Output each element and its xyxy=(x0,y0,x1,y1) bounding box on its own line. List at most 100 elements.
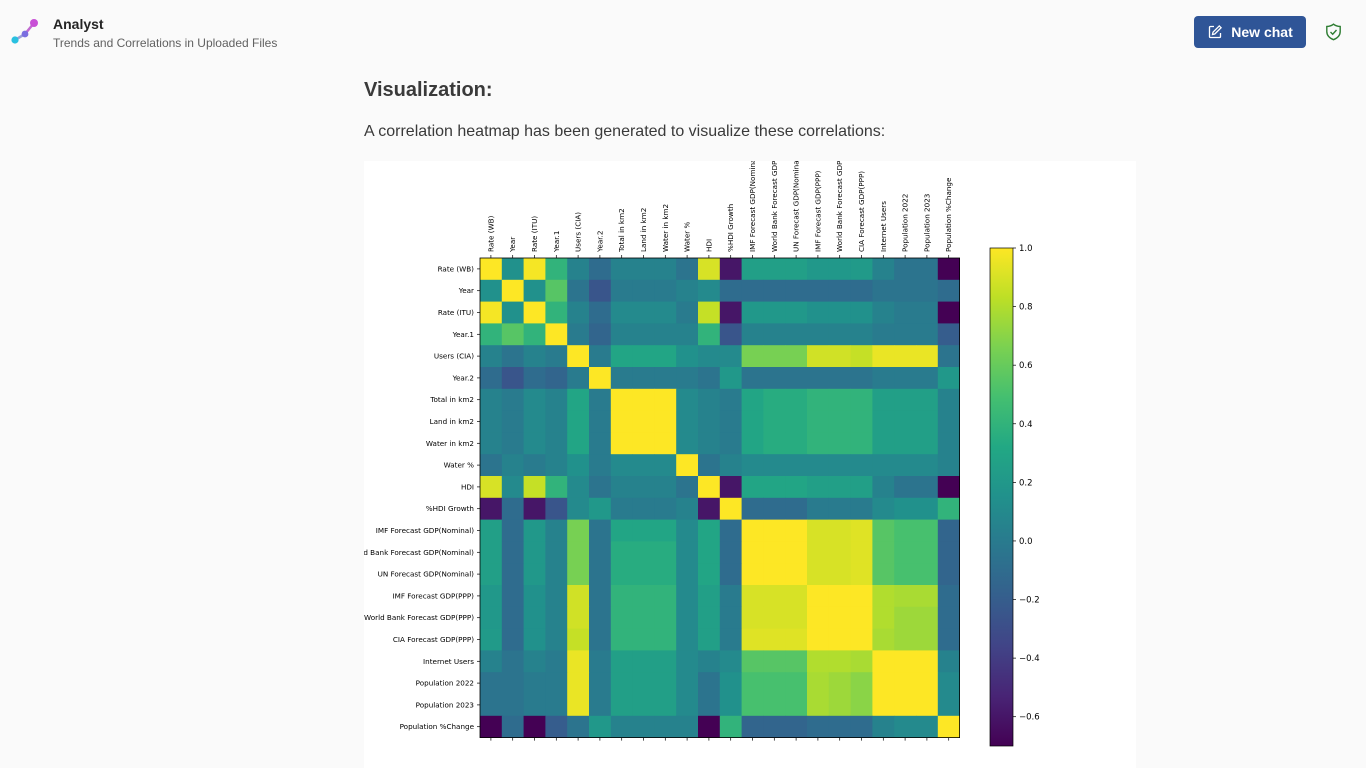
heatmap-cell xyxy=(567,650,590,673)
colorbar-tick-label: 0.4 xyxy=(1019,420,1033,430)
heatmap-cell xyxy=(698,563,721,586)
heatmap-cell xyxy=(523,279,546,302)
heatmap-cell xyxy=(698,367,721,390)
heatmap-cell xyxy=(698,258,721,281)
heatmap-cell xyxy=(807,279,830,302)
heatmap-cell xyxy=(807,454,830,477)
x-tick-label: Rate (WB) xyxy=(486,215,495,252)
heatmap-cell xyxy=(480,672,503,695)
heatmap-cell xyxy=(785,628,808,651)
heatmap-cell xyxy=(785,432,808,455)
heatmap-cell xyxy=(545,432,568,455)
heatmap-cell xyxy=(894,454,917,477)
colorbar-tick-label: 0.8 xyxy=(1019,303,1033,313)
heatmap-cell xyxy=(807,541,830,564)
heatmap-cell xyxy=(785,694,808,717)
heatmap-cell xyxy=(741,476,764,499)
heatmap-cell xyxy=(894,672,917,695)
heatmap-cell xyxy=(545,715,568,738)
heatmap-cell xyxy=(741,541,764,564)
heatmap-cell xyxy=(763,672,786,695)
heatmap-cell xyxy=(916,301,939,324)
heatmap-cell xyxy=(589,606,612,629)
new-chat-button[interactable]: New chat xyxy=(1194,16,1306,48)
heatmap-cell xyxy=(785,410,808,433)
heatmap-cell xyxy=(763,301,786,324)
heatmap-cell xyxy=(545,694,568,717)
heatmap-cell xyxy=(610,628,633,651)
heatmap-cell xyxy=(589,301,612,324)
heatmap-cell xyxy=(785,650,808,673)
heatmap-cell xyxy=(872,715,895,738)
heatmap-cell xyxy=(632,628,655,651)
heatmap-cell xyxy=(501,323,524,346)
heatmap-cell xyxy=(523,323,546,346)
heatmap-cell xyxy=(501,454,524,477)
heatmap-cell xyxy=(632,541,655,564)
heatmap-cell xyxy=(719,476,742,499)
heatmap-cell xyxy=(698,606,721,629)
heatmap-cell xyxy=(763,432,786,455)
heatmap-cell xyxy=(828,585,851,608)
heatmap-cell xyxy=(632,585,655,608)
heatmap-cell xyxy=(763,454,786,477)
heatmap-cell xyxy=(545,410,568,433)
heatmap-cell xyxy=(480,563,503,586)
heatmap-cell xyxy=(785,585,808,608)
heatmap-cell xyxy=(850,301,873,324)
heatmap-cell xyxy=(763,279,786,302)
y-tick-label: Rate (ITU) xyxy=(438,308,474,317)
heatmap-cell xyxy=(719,628,742,651)
x-tick-label: Rate (ITU) xyxy=(530,216,539,252)
heatmap-cell xyxy=(567,432,590,455)
y-tick-label: Rate (WB) xyxy=(438,264,475,273)
heatmap-cell xyxy=(632,650,655,673)
heatmap-cell xyxy=(610,715,633,738)
heatmap-cell xyxy=(523,650,546,673)
heatmap-cell xyxy=(501,563,524,586)
heatmap-cell xyxy=(850,279,873,302)
heatmap-cell xyxy=(589,497,612,520)
heatmap-cell xyxy=(937,606,960,629)
x-tick-label: Land in km2 xyxy=(639,208,648,252)
heatmap-cell xyxy=(763,323,786,346)
heatmap-cell xyxy=(937,672,960,695)
heatmap-cell xyxy=(545,541,568,564)
heatmap-cell xyxy=(523,476,546,499)
heatmap-cell xyxy=(589,694,612,717)
heatmap-cell xyxy=(719,585,742,608)
heatmap-cell xyxy=(741,410,764,433)
heatmap-cell xyxy=(916,519,939,542)
heatmap-cell xyxy=(807,258,830,281)
y-tick-label: Users (CIA) xyxy=(434,352,474,361)
heatmap-cell xyxy=(676,388,699,411)
colorbar-tick-label: −0.2 xyxy=(1019,596,1040,606)
heatmap-cell xyxy=(937,388,960,411)
heatmap-cell xyxy=(654,628,677,651)
heatmap-cell xyxy=(763,258,786,281)
heatmap-cell xyxy=(501,650,524,673)
message-paragraph: A correlation heatmap has been generated… xyxy=(364,123,886,140)
heatmap-cell xyxy=(785,279,808,302)
heatmap-cell xyxy=(610,279,633,302)
heatmap-cell xyxy=(785,541,808,564)
heatmap-cell xyxy=(567,541,590,564)
heatmap-cell xyxy=(523,345,546,368)
heatmap-cell xyxy=(589,432,612,455)
shield-check-icon[interactable] xyxy=(1325,23,1342,41)
heatmap-cell xyxy=(807,606,830,629)
heatmap-cell xyxy=(894,432,917,455)
heatmap-cell xyxy=(763,497,786,520)
heatmap-cell xyxy=(872,606,895,629)
heatmap-cell xyxy=(763,650,786,673)
heatmap-cell xyxy=(610,301,633,324)
heatmap-cell xyxy=(785,258,808,281)
heatmap-cell xyxy=(545,388,568,411)
heatmap-cell xyxy=(698,279,721,302)
heatmap-cell xyxy=(545,345,568,368)
heatmap-cell xyxy=(567,497,590,520)
heatmap-cell xyxy=(807,388,830,411)
heatmap-cell xyxy=(589,279,612,302)
heatmap-cell xyxy=(545,585,568,608)
heatmap-cell xyxy=(916,563,939,586)
